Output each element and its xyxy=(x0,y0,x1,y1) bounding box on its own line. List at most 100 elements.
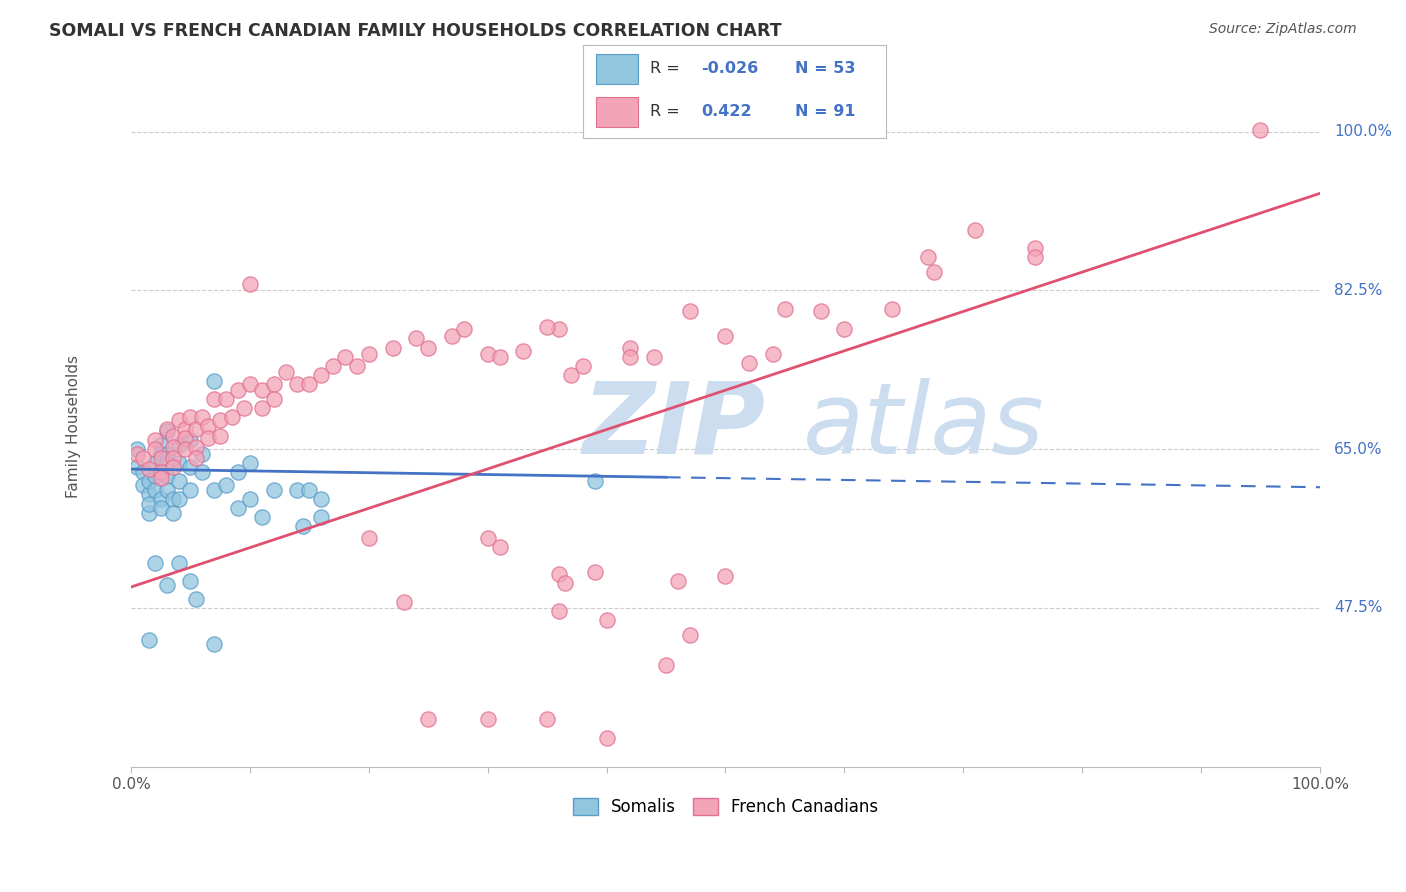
Point xyxy=(357,347,380,361)
Point xyxy=(197,431,219,445)
Point xyxy=(197,419,219,434)
Point xyxy=(834,322,856,336)
Point xyxy=(162,428,184,442)
Point xyxy=(162,460,184,475)
Point xyxy=(125,442,148,457)
Point xyxy=(202,637,225,651)
Point xyxy=(173,431,195,445)
Point xyxy=(250,383,273,397)
Point xyxy=(149,447,172,461)
Point xyxy=(138,474,160,488)
Point xyxy=(346,359,368,373)
Text: -0.026: -0.026 xyxy=(702,61,759,76)
Point xyxy=(156,578,179,592)
Point xyxy=(156,424,179,438)
Point xyxy=(679,628,702,642)
Point xyxy=(202,483,225,497)
Point xyxy=(880,301,903,316)
Point xyxy=(143,556,166,570)
Point xyxy=(917,250,939,264)
Text: 82.5%: 82.5% xyxy=(1334,283,1382,298)
Point xyxy=(548,322,571,336)
Point xyxy=(156,469,179,483)
Point xyxy=(167,491,190,506)
Text: 65.0%: 65.0% xyxy=(1334,442,1382,457)
Point xyxy=(418,341,440,355)
Point xyxy=(125,460,148,475)
Point xyxy=(215,392,238,407)
Point xyxy=(138,487,160,501)
Point xyxy=(477,531,499,545)
Text: atlas: atlas xyxy=(803,378,1045,475)
Point xyxy=(143,469,166,483)
Point xyxy=(186,422,208,436)
Point xyxy=(226,383,249,397)
Text: R =: R = xyxy=(650,104,685,119)
Point xyxy=(394,594,416,608)
Point xyxy=(143,483,166,497)
Point xyxy=(381,341,404,355)
Point xyxy=(149,437,172,451)
Point xyxy=(132,478,155,492)
Point xyxy=(239,456,262,470)
Point xyxy=(679,304,702,318)
Point xyxy=(167,437,190,451)
Point xyxy=(191,410,214,425)
Point xyxy=(453,322,475,336)
Point xyxy=(250,510,273,524)
Point xyxy=(179,574,201,588)
Point xyxy=(773,301,796,316)
Point xyxy=(138,497,160,511)
Point xyxy=(221,410,243,425)
Text: N = 53: N = 53 xyxy=(796,61,856,76)
Point xyxy=(762,347,785,361)
Text: Family Households: Family Households xyxy=(66,355,82,498)
Point xyxy=(477,347,499,361)
Point xyxy=(965,222,987,236)
Point xyxy=(287,483,309,497)
Point xyxy=(239,376,262,391)
Point xyxy=(309,510,332,524)
Point xyxy=(595,613,617,627)
Point xyxy=(132,465,155,479)
Point xyxy=(173,442,195,457)
Point xyxy=(162,491,184,506)
Text: N = 91: N = 91 xyxy=(796,104,856,119)
Point xyxy=(298,376,321,391)
Point xyxy=(167,556,190,570)
Point xyxy=(233,401,256,416)
Point xyxy=(202,392,225,407)
Point xyxy=(173,422,195,436)
Point xyxy=(209,428,232,442)
Point xyxy=(548,603,571,617)
Point xyxy=(560,368,582,382)
Point xyxy=(263,392,285,407)
Point xyxy=(179,483,201,497)
Point xyxy=(156,456,179,470)
Point xyxy=(202,374,225,388)
Point xyxy=(156,483,179,497)
Point xyxy=(162,440,184,454)
Point xyxy=(143,442,166,457)
Point xyxy=(149,451,172,466)
Point xyxy=(643,350,665,364)
Text: 47.5%: 47.5% xyxy=(1334,600,1382,615)
Point xyxy=(143,456,166,470)
Point xyxy=(536,713,558,727)
Point xyxy=(143,433,166,447)
Point xyxy=(138,632,160,647)
Point xyxy=(666,574,689,588)
Point xyxy=(149,501,172,516)
Point xyxy=(156,422,179,436)
Point xyxy=(309,368,332,382)
Point xyxy=(714,328,737,343)
Point xyxy=(298,483,321,497)
Point xyxy=(309,491,332,506)
Point xyxy=(215,478,238,492)
Point xyxy=(149,465,172,479)
Text: 0.422: 0.422 xyxy=(702,104,752,119)
Point xyxy=(274,365,297,379)
Point xyxy=(536,319,558,334)
Point xyxy=(263,483,285,497)
Point xyxy=(548,567,571,582)
